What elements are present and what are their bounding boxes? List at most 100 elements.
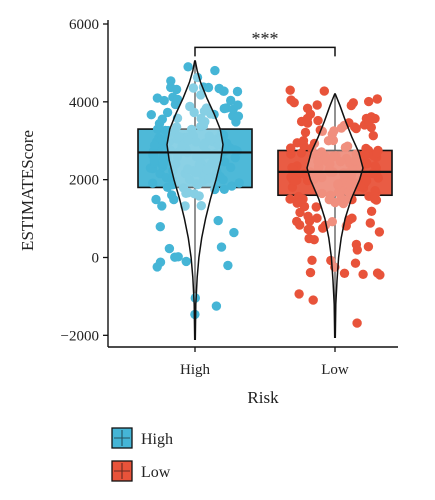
data-point — [151, 194, 161, 205]
data-point — [202, 164, 212, 175]
data-point — [189, 107, 199, 118]
data-point — [233, 111, 244, 121]
data-point — [223, 260, 233, 271]
bracket-line — [194, 46, 336, 57]
data-point — [312, 100, 322, 110]
data-point — [162, 182, 173, 192]
data-point — [312, 213, 322, 223]
data-point — [350, 122, 360, 132]
data-point — [340, 142, 351, 153]
data-point — [168, 166, 178, 176]
data-point — [372, 94, 382, 104]
data-point — [364, 96, 374, 107]
data-point — [339, 268, 350, 278]
data-point — [326, 255, 336, 266]
data-point — [172, 94, 183, 105]
data-point — [219, 103, 229, 114]
violin-low — [306, 93, 364, 339]
data-point — [184, 175, 195, 185]
data-point — [323, 136, 334, 146]
group-high — [137, 60, 253, 340]
y-axis-title: ESTIMATEScore — [18, 130, 37, 251]
data-point — [344, 215, 354, 225]
data-point — [374, 227, 385, 237]
data-point — [183, 62, 193, 72]
data-point — [346, 100, 356, 111]
data-point — [285, 85, 295, 95]
data-point — [149, 156, 160, 166]
data-point — [181, 256, 191, 267]
plot-area: *** — [137, 28, 393, 340]
significance-bracket: *** — [194, 28, 336, 57]
data-point — [205, 135, 215, 146]
data-point — [181, 188, 191, 198]
significance-label: *** — [252, 28, 279, 48]
data-point — [298, 194, 308, 204]
data-point — [183, 135, 194, 145]
data-point — [307, 255, 317, 265]
data-point — [226, 95, 236, 106]
data-point — [370, 194, 380, 204]
data-point — [305, 267, 316, 278]
data-point — [363, 242, 374, 252]
data-point — [375, 270, 385, 280]
data-point — [233, 100, 243, 110]
data-point — [188, 83, 199, 93]
data-point — [365, 218, 375, 228]
data-point — [309, 149, 320, 159]
data-point — [333, 187, 344, 198]
data-point — [159, 95, 169, 106]
data-point — [305, 109, 316, 119]
data-point — [343, 187, 354, 197]
data-point — [318, 223, 328, 233]
group-low — [277, 85, 393, 339]
data-point — [311, 202, 321, 212]
data-point — [190, 293, 200, 303]
data-point — [350, 258, 361, 268]
data-point — [361, 176, 372, 186]
data-point — [219, 86, 229, 96]
data-point — [162, 107, 173, 118]
data-point — [285, 194, 295, 204]
data-point — [286, 95, 296, 105]
x-axis-title: Risk — [247, 388, 279, 407]
data-point — [359, 149, 370, 160]
violin-high — [166, 60, 224, 340]
data-point — [204, 173, 214, 184]
legend-glyph — [114, 430, 130, 446]
axes: −2000 0 2000 4000 6000 High Low Risk ESTIMATESco… — [18, 17, 398, 407]
data-point — [303, 224, 313, 235]
data-point — [149, 140, 160, 150]
data-point — [211, 158, 221, 168]
data-point — [372, 148, 382, 158]
data-point — [199, 106, 210, 116]
data-point — [213, 215, 223, 226]
data-point — [191, 137, 201, 147]
data-point — [300, 127, 311, 138]
data-point — [196, 201, 206, 211]
data-point — [194, 191, 204, 201]
data-point — [227, 181, 237, 191]
data-point — [229, 227, 239, 238]
legend-label: High — [141, 431, 173, 448]
data-point — [333, 179, 343, 189]
data-point — [171, 122, 182, 132]
data-point — [157, 114, 167, 124]
data-point — [338, 198, 349, 209]
data-point — [155, 222, 165, 232]
legend-entry-high: High — [111, 427, 173, 449]
data-point — [152, 262, 162, 272]
data-point — [232, 86, 243, 97]
y-tick-label: 4000 — [69, 95, 99, 111]
data-point — [319, 86, 329, 96]
data-point — [210, 65, 220, 76]
data-point — [368, 168, 378, 179]
data-point — [171, 84, 182, 95]
data-point — [313, 156, 323, 167]
data-point — [345, 180, 355, 190]
legend-glyph — [114, 463, 130, 479]
data-point — [352, 318, 362, 328]
data-point — [226, 162, 236, 173]
data-point — [148, 178, 158, 188]
